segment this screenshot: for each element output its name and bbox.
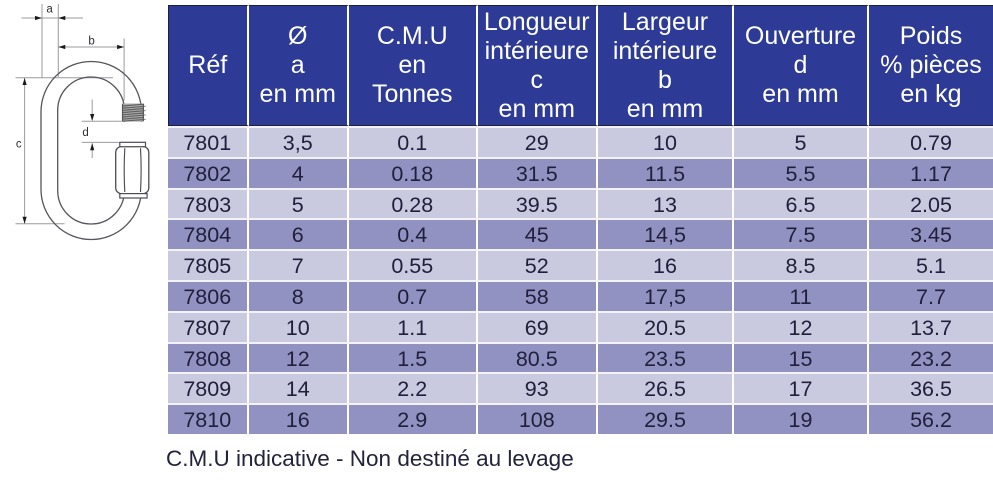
svg-text:b: b bbox=[88, 35, 94, 47]
svg-text:c: c bbox=[16, 139, 22, 151]
svg-text:a: a bbox=[46, 4, 53, 16]
svg-text:d: d bbox=[82, 127, 88, 139]
